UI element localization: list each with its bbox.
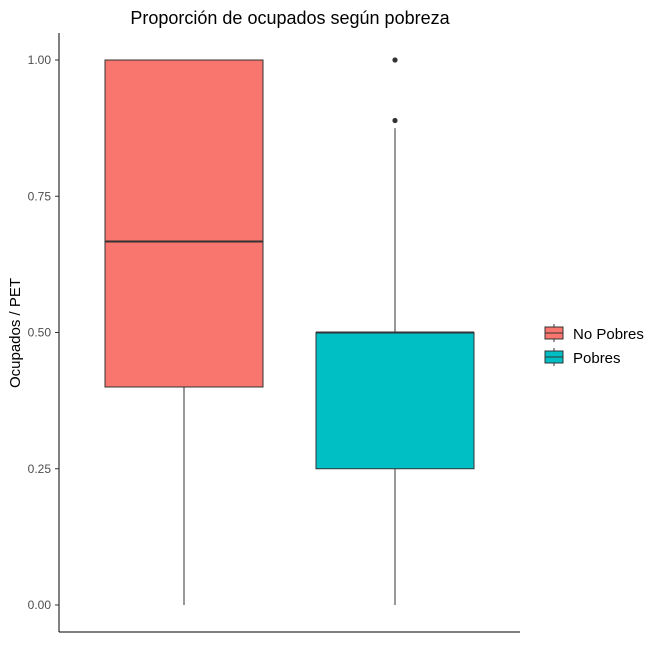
y-tick-label: 0.25: [28, 462, 52, 476]
outlier-point-pobres: [392, 57, 398, 63]
y-tick-label: 0.50: [28, 326, 52, 340]
plot-area: 0.00 0.25 0.50 0.75 1.00: [28, 33, 520, 633]
box-no-pobres: [104, 59, 264, 388]
legend: No Pobres Pobres: [544, 324, 644, 367]
y-axis-label: Ocupados / PET: [7, 278, 24, 388]
legend-label-pobres: Pobres: [573, 350, 621, 367]
y-tick-label: 0.00: [28, 598, 52, 612]
box-pobres: [315, 332, 475, 470]
legend-label-no-pobres: No Pobres: [573, 326, 644, 343]
y-tick-label: 1.00: [28, 53, 52, 67]
y-tick-label: 0.75: [28, 189, 52, 203]
chart-title: Proporción de ocupados según pobreza: [130, 8, 450, 28]
legend-key-no-pobres: [544, 324, 564, 342]
legend-key-pobres: [544, 348, 564, 366]
outlier-point-pobres: [392, 117, 398, 124]
